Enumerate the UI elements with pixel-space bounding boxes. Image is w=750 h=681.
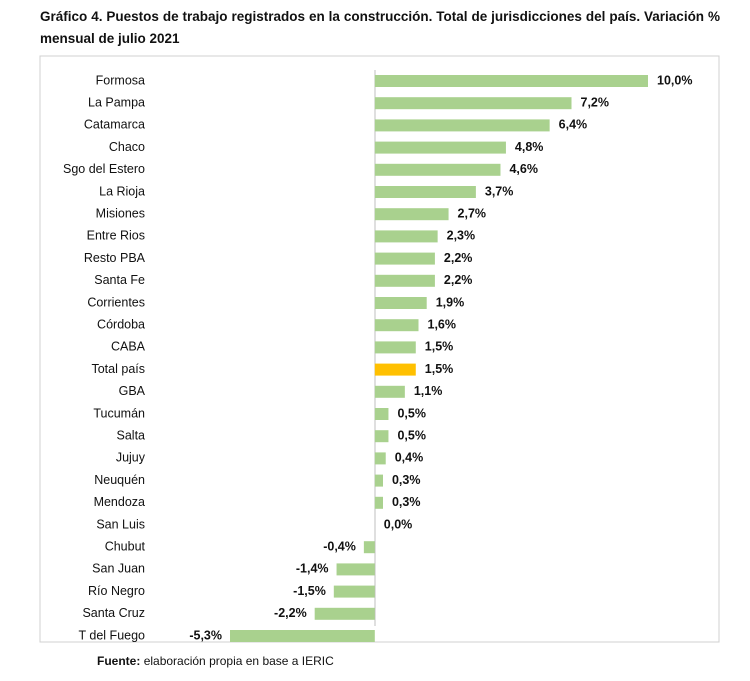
bar — [336, 563, 375, 576]
value-label: 4,8% — [515, 140, 544, 154]
category-label: Misiones — [96, 206, 145, 220]
bar — [374, 297, 427, 309]
value-label: 2,3% — [447, 229, 476, 243]
category-label: CABA — [111, 340, 146, 354]
bar — [374, 452, 386, 465]
category-label: T del Fuego — [79, 628, 146, 642]
category-label: Salta — [117, 428, 146, 442]
category-label: Sgo del Estero — [63, 162, 145, 176]
bar — [314, 607, 375, 620]
category-label: Catamarca — [84, 118, 145, 132]
value-label: 0,3% — [392, 495, 421, 509]
bar — [374, 141, 506, 154]
category-label: Total país — [91, 362, 145, 376]
category-label: Entre Rios — [87, 229, 145, 243]
category-label: Santa Fe — [94, 273, 145, 287]
bar — [374, 385, 405, 398]
value-label: -1,5% — [293, 584, 326, 598]
category-label: Corrientes — [87, 295, 145, 309]
value-label: 0,0% — [384, 517, 413, 531]
category-label: Formosa — [96, 73, 145, 87]
category-label: Chubut — [105, 539, 146, 553]
bar — [374, 430, 389, 443]
value-label: -1,4% — [296, 562, 329, 576]
value-label: -0,4% — [323, 539, 356, 553]
bar — [374, 75, 648, 87]
value-label: 6,4% — [559, 118, 588, 132]
bar — [374, 208, 449, 221]
source-label: Fuente: — [97, 654, 141, 668]
category-label: Río Negro — [88, 584, 145, 598]
bar — [374, 252, 435, 265]
category-label: Córdoba — [97, 317, 145, 331]
chart-title: Gráfico 4. Puestos de trabajo registrado… — [40, 9, 720, 46]
bar — [374, 163, 501, 176]
category-label: Neuquén — [94, 473, 145, 487]
category-label: Resto PBA — [84, 251, 146, 265]
value-label: 1,5% — [425, 340, 454, 354]
value-label: 4,6% — [509, 162, 538, 176]
category-label: San Juan — [92, 562, 145, 576]
category-label: Jujuy — [116, 451, 146, 465]
value-label: 2,2% — [444, 251, 473, 265]
category-label: La Pampa — [88, 95, 145, 109]
value-label: 0,4% — [395, 451, 424, 465]
value-label: 0,5% — [397, 406, 426, 420]
bar — [374, 363, 416, 376]
bar — [230, 630, 375, 642]
bar — [374, 319, 419, 332]
plot-frame — [39, 55, 720, 643]
value-label: 7,2% — [581, 95, 610, 109]
value-label: 2,2% — [444, 273, 473, 287]
source: Fuente: elaboración propia en base a IER… — [97, 654, 334, 668]
bar — [374, 186, 476, 198]
bar — [374, 119, 550, 132]
source-text: elaboración propia en base a IERIC — [143, 654, 334, 668]
value-label: 1,1% — [414, 384, 443, 398]
value-label: 1,6% — [428, 317, 457, 331]
value-label: 2,7% — [458, 206, 487, 220]
value-label: -2,2% — [274, 606, 307, 620]
category-label: Mendoza — [94, 495, 145, 509]
value-label: -5,3% — [189, 628, 222, 642]
bar — [374, 474, 383, 487]
bar — [374, 230, 438, 243]
value-label: 1,9% — [436, 295, 465, 309]
category-label: San Luis — [96, 517, 145, 531]
bar — [374, 408, 389, 420]
bar — [363, 541, 375, 554]
category-label: Tucumán — [93, 406, 145, 420]
value-label: 10,0% — [657, 73, 692, 87]
bar — [374, 274, 435, 287]
bar — [333, 585, 375, 598]
value-label: 1,5% — [425, 362, 454, 376]
category-label: La Rioja — [99, 184, 145, 198]
value-label: 0,5% — [397, 428, 426, 442]
value-label: 0,3% — [392, 473, 421, 487]
value-label: 3,7% — [485, 184, 513, 198]
bar — [374, 496, 383, 509]
bar — [374, 97, 572, 110]
category-label: Santa Cruz — [82, 606, 145, 620]
category-label: GBA — [119, 384, 146, 398]
bar — [374, 341, 416, 354]
category-label: Chaco — [109, 140, 145, 154]
